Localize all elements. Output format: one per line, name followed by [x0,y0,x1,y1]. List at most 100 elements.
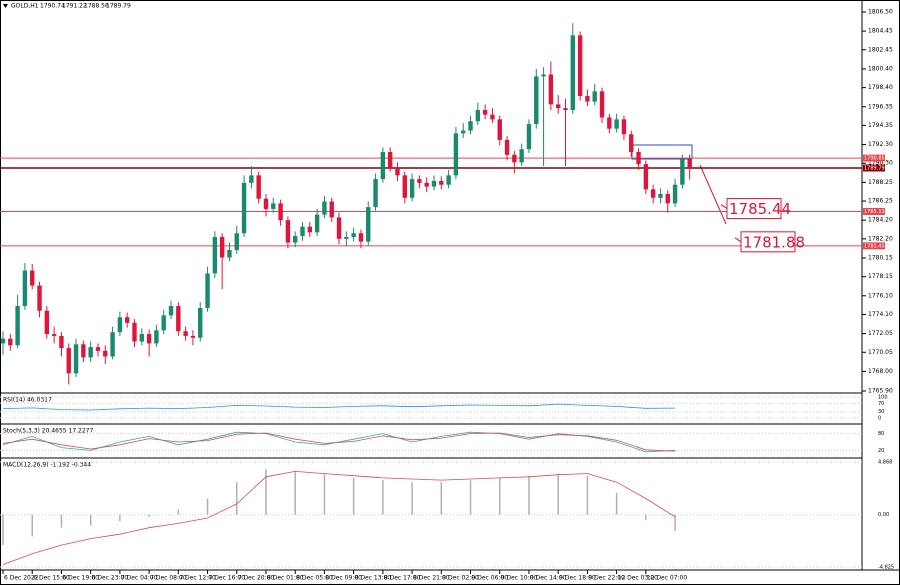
y-tick-label: 1782.20 [868,235,893,242]
candle-body [585,96,590,102]
candle-body [263,198,269,209]
indicator-tick-label: 70 [878,401,884,407]
candle-body [293,236,298,243]
candle-body [534,76,539,125]
candle-body [373,179,378,208]
candle-body [241,182,247,234]
candle-body [154,330,159,344]
x-tick-label: 8 Dec 13:00 [355,575,392,582]
candle-body [81,344,86,358]
x-tick-label: 8 Dec 05:00 [296,575,333,582]
indicator-tick-label: 80 [878,431,884,437]
candle-body [256,175,261,199]
indicator-title: Stoch(5,3,3) 20.4655 17.2277 [3,428,94,435]
y-tick-label: 1786.25 [868,198,893,205]
level-tag-label: 1789.79 [864,165,885,171]
candle-body [314,214,320,233]
candle-body [73,344,79,374]
y-tick-label: 1778.15 [868,273,893,280]
x-tick-label: 9 Dec 14:00 [530,575,567,582]
candle-body [548,74,554,105]
candle-body [234,233,239,251]
level-tag [863,242,885,250]
candle-body [402,175,407,198]
y-tick-label: 1768.00 [868,368,893,375]
candle-body [88,347,93,358]
x-tick-label: 6 Dec 23:00 [92,575,129,582]
candle-body [417,179,422,183]
candle-body [8,338,13,346]
candle-body [198,307,203,338]
candle-body [0,338,6,344]
candle-body [15,306,20,346]
candle-body [278,203,283,221]
candle-body [636,152,641,165]
candle-body [110,332,115,357]
indicator-tick-label: 0 [878,416,881,422]
candle-body [161,315,166,331]
candle-body [592,91,597,102]
y-tick-label: 1790.30 [868,160,893,167]
level-tag-label: 1781.45 [864,243,885,249]
candle-body [205,273,210,308]
y-tick-label: 1780.15 [868,254,893,261]
candle-body [329,201,334,218]
candle-body [512,154,517,163]
level-tag [863,164,885,172]
candle-body [599,91,605,118]
x-tick-label: 7 Dec 20:00 [238,575,275,582]
candle-body [395,167,400,176]
indicator-line [2,470,676,565]
x-tick-label: 6 Dec 2022 [4,575,39,582]
level-tag-label: 1785.13 [864,209,885,215]
candle-body [176,306,181,332]
y-tick-label: 1784.20 [868,217,893,224]
y-tick-label: 1800.40 [868,65,893,72]
x-tick-label: 8 Dec 09:00 [325,575,362,582]
candle-body [541,74,546,77]
arrow-line [699,164,727,225]
candle-body [519,149,524,163]
candle-body [51,334,57,336]
candle-body [139,334,144,342]
candle-body [424,182,429,187]
candle-body [490,114,495,120]
candle-body [22,270,28,307]
level-tag [863,154,885,162]
candle-body [614,119,619,129]
candle-body [504,139,510,155]
candle-body [344,236,349,239]
candle-body [453,133,459,176]
candle-body [285,220,291,243]
x-tick-label: 6 Dec 15:00 [33,575,70,582]
candle-body [629,134,634,153]
candle-body [665,194,670,204]
candle-body [409,179,415,198]
indicator-tick-label: 0.00 [878,512,889,518]
candle-body [249,175,254,183]
y-tick-label: 1765.90 [868,388,893,395]
x-tick-label: 9 Dec 18:00 [559,575,596,582]
candle-body [446,175,451,185]
candle-body [366,207,371,242]
level-tag [863,207,885,215]
candle-body [387,152,393,168]
x-tick-label: 7 Dec 04:00 [121,575,158,582]
x-tick-label: 12 Dec 07:00 [647,575,688,582]
indicator-tick-label: 20 [878,448,884,454]
menu-arrow [3,4,8,8]
y-tick-label: 1802.45 [868,46,893,53]
y-tick-label: 1794.35 [868,122,893,129]
candle-body [563,108,568,111]
annotation-pointer [734,237,742,243]
indicator-tick-label: 4.868 [878,460,892,466]
y-tick-label: 1774.10 [868,311,893,318]
x-tick-label: 9 Dec 02:00 [442,575,479,582]
y-tick-label: 1804.45 [868,28,893,35]
indicator-tick-label: -4.825 [878,565,894,571]
annotation-label: 1785.44 [729,200,791,218]
candle-body [117,317,123,333]
y-tick-label: 1796.35 [868,103,893,110]
candle-body [380,152,386,180]
